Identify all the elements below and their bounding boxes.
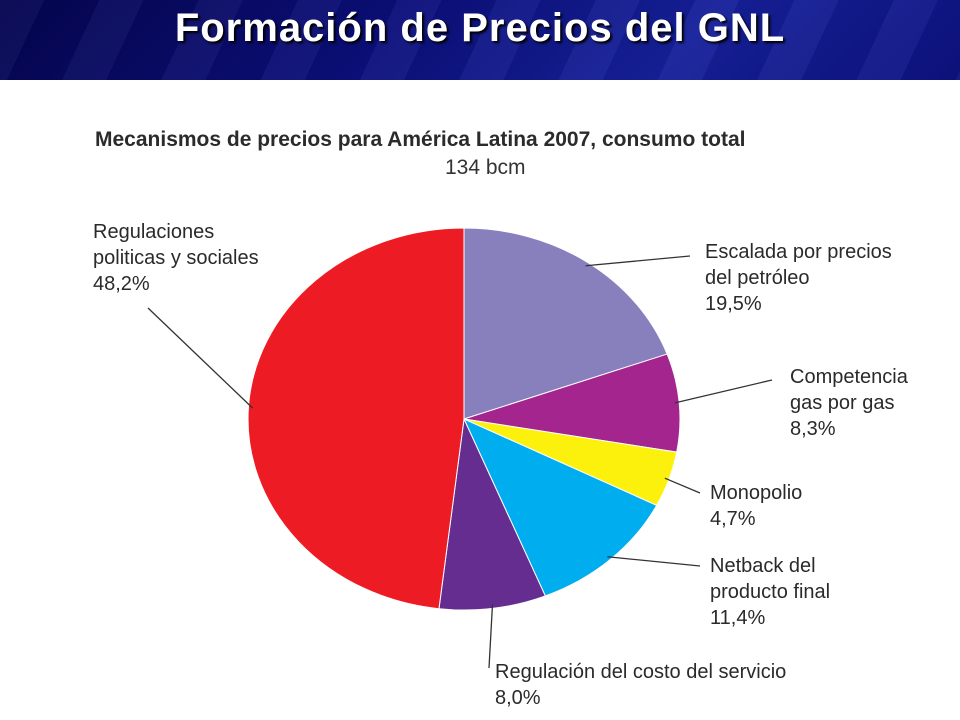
leader-line-regulaciones-politicas	[147, 307, 254, 409]
label-competencia-line1: Competencia	[790, 366, 908, 388]
label-competencia-line2: gas por gas	[790, 392, 895, 414]
label-netback: Netback del producto final 11,4%	[710, 553, 830, 631]
leader-lines	[147, 255, 773, 669]
value-monopolio: 4,7%	[710, 508, 756, 530]
pie-slice-regulaciones-politicas	[247, 227, 465, 610]
label-regulaciones-politicas: Regulaciones politicas y sociales 48,2%	[93, 219, 259, 297]
label-escalada: Escalada por precios del petróleo 19,5%	[705, 239, 892, 317]
pie-slice-regulacion-costo	[438, 417, 547, 611]
pie-slice-competencia	[463, 353, 681, 453]
slide-header: Formación de Precios del GNL	[0, 0, 960, 80]
value-regulacion-costo: 8,0%	[495, 687, 541, 709]
label-monopolio-line1: Monopolio	[710, 482, 803, 504]
slide-title: Formación de Precios del GNL	[174, 6, 786, 50]
label-netback-line2: producto final	[710, 581, 831, 603]
label-escalada-line2: del petróleo	[705, 267, 810, 289]
chart-title: Mecanismos de precios para América Latin…	[95, 128, 746, 151]
value-regulaciones-politicas: 48,2%	[93, 273, 150, 295]
leader-line-escalada	[585, 255, 691, 267]
label-regulaciones-politicas-line2: politicas y sociales	[93, 247, 259, 269]
label-netback-line1: Netback del	[710, 555, 816, 577]
label-competencia: Competencia gas por gas 8,3%	[790, 364, 908, 442]
pie-slice-netback	[462, 417, 658, 597]
pie-slice-escalada	[463, 227, 668, 420]
leader-line-competencia	[674, 379, 773, 404]
label-regulaciones-politicas-line1: Regulaciones	[93, 221, 215, 243]
value-competencia: 8,3%	[790, 418, 836, 440]
leader-line-regulacion-costo	[488, 604, 494, 669]
leader-line-netback	[607, 556, 701, 567]
value-netback: 11,4%	[710, 607, 766, 629]
leader-line-monopolio	[664, 477, 701, 494]
label-regulacion-costo: Regulación del costo del servicio 8,0%	[495, 659, 786, 711]
label-escalada-line1: Escalada por precios	[705, 241, 892, 263]
pie-slices	[247, 227, 681, 611]
chart-subtitle: 134 bcm	[445, 156, 526, 179]
label-monopolio: Monopolio 4,7%	[710, 480, 802, 532]
value-escalada: 19,5%	[705, 293, 762, 315]
label-regulacion-costo-line1: Regulación del costo del servicio	[495, 661, 787, 683]
